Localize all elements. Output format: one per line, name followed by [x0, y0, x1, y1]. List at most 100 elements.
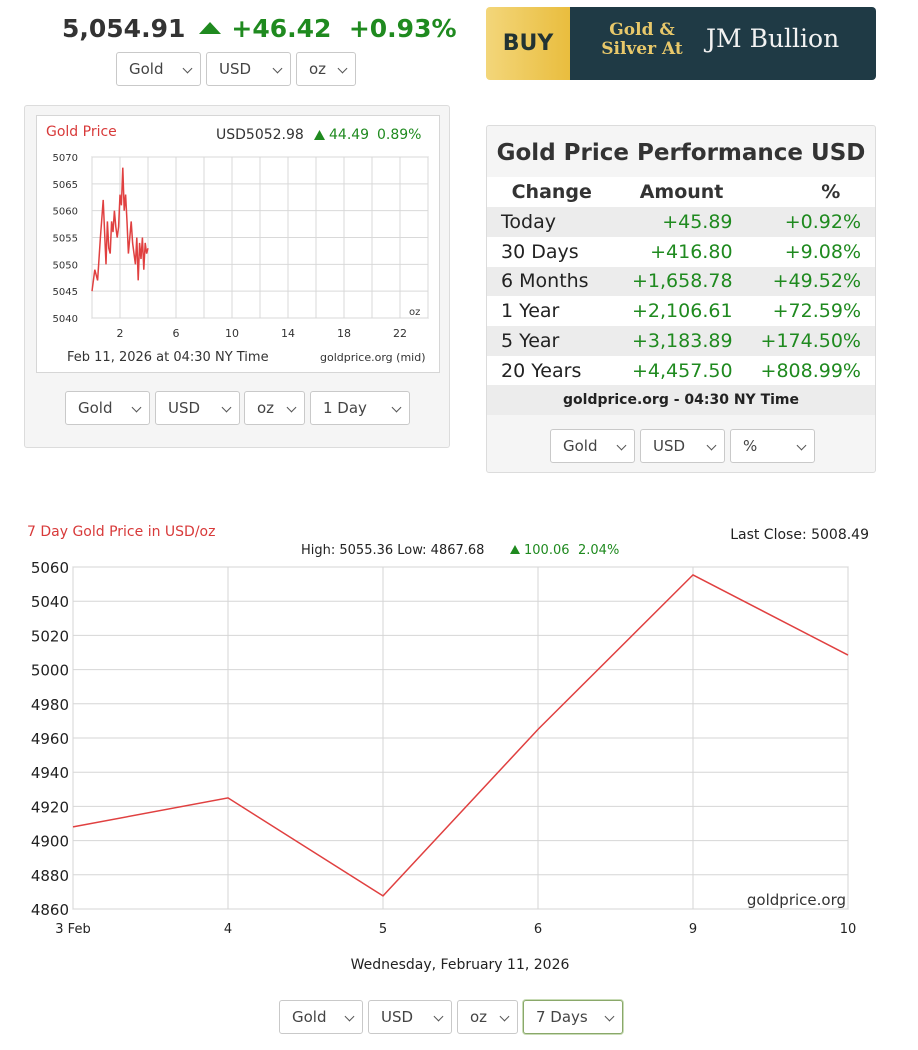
table-row: 1 Year +2,106.61 +72.59%	[487, 296, 875, 327]
big-chart-y-tick-label: 4860	[31, 901, 69, 919]
performance-footer: goldprice.org - 04:30 NY Time	[487, 385, 875, 415]
big-chart-y-tick-label: 5020	[31, 627, 69, 645]
small-chart-x-tick-label: 10	[225, 327, 239, 340]
small-chart-x-tick-label: 22	[393, 327, 407, 340]
performance-title: Gold Price Performance USD	[496, 140, 866, 166]
big-chart-y-tick-label: 5000	[31, 662, 69, 680]
big-chart-grid	[72, 566, 849, 910]
performance-table: Change Amount % Today +45.89 +0.92% 30 Day…	[487, 177, 875, 386]
jm-bullion-logo: JM Bullion	[706, 24, 840, 53]
small-chart-frame	[36, 115, 440, 373]
big-chart-y-ticks: 4860 4880 4900 4920 4940 4960 4980 5000 5020 5040…	[31, 559, 69, 919]
metal-select[interactable]: Gold	[116, 52, 201, 86]
chevron-down-icon	[433, 1011, 444, 1022]
big-chart-currency-select[interactable]: USD	[368, 1000, 452, 1034]
big-chart-range-select[interactable]: 7 Days	[523, 1000, 623, 1034]
big-chart-x-tick-label: 5	[379, 922, 387, 937]
small-chart-y-tick-label: 5070	[53, 153, 78, 164]
small-chart-y-tick-label: 5065	[53, 180, 78, 191]
performance-panel: Gold Price Performance USD Change Amount…	[486, 125, 876, 473]
big-up-arrow-icon	[510, 545, 520, 554]
table-row: 20 Years +4,457.50 +808.99%	[487, 355, 875, 386]
current-price: 5,054.91	[62, 14, 186, 43]
small-chart-change: 44.49	[329, 127, 369, 143]
big-chart-unit-select[interactable]: oz	[457, 1000, 518, 1034]
chevron-down-icon	[796, 440, 807, 451]
small-up-arrow-icon	[314, 130, 325, 140]
small-chart-y-ticks: 5040 5045 5050 5055 5060 5065 5070	[53, 153, 78, 325]
small-chart-x-tick-label: 18	[337, 327, 351, 340]
chevron-down-icon	[131, 402, 142, 413]
big-chart: 7 Day Gold Price in USD/oz Last Close: 5…	[27, 524, 869, 973]
small-chart-metal-select[interactable]: Gold	[65, 391, 150, 425]
small-chart-x-tick-label: 6	[173, 327, 180, 340]
perf-unit-select[interactable]: %	[730, 429, 815, 463]
header-percent: %	[746, 177, 875, 207]
small-chart-x-tick-label: 14	[281, 327, 295, 340]
small-chart-range-select[interactable]: 1 Day	[310, 391, 410, 425]
small-chart-series-line	[91, 167, 149, 292]
table-row: 6 Months +1,658.78 +49.52%	[487, 266, 875, 297]
big-chart-y-tick-label: 4880	[31, 867, 69, 885]
big-chart-title: 7 Day Gold Price in USD/oz	[27, 524, 215, 540]
small-chart-price: USD5052.98	[216, 127, 304, 143]
currency-select[interactable]: USD	[206, 52, 291, 86]
small-chart-y-tick-label: 5055	[53, 234, 78, 245]
small-chart: Gold Price USD5052.98 44.49 0.89% 504050…	[46, 124, 429, 365]
small-chart-title: Gold Price	[46, 124, 117, 140]
ad-tagline: Gold & Silver At	[601, 20, 683, 59]
chevron-down-icon	[272, 63, 283, 74]
table-header-row: Change Amount %	[487, 177, 875, 207]
small-chart-unit: oz	[409, 307, 420, 318]
big-chart-x-ticks: 3 Feb 4 5 6 9 10	[55, 922, 856, 937]
header-amount: Amount	[616, 177, 747, 207]
big-chart-high-low: High: 5055.36 Low: 4867.68	[301, 543, 484, 558]
big-chart-x-tick-label: 6	[534, 922, 542, 937]
big-chart-x-tick-label: 4	[224, 922, 232, 937]
chevron-down-icon	[706, 440, 717, 451]
chevron-down-icon	[604, 1011, 615, 1022]
perf-metal-select[interactable]: Gold	[550, 429, 635, 463]
chevron-down-icon	[616, 440, 627, 451]
big-chart-y-tick-label: 5060	[31, 559, 69, 577]
small-chart-y-tick-label: 5040	[53, 314, 78, 325]
small-chart-x-ticks: 2 6 10 14 18 22	[117, 327, 408, 340]
big-chart-y-tick-label: 4960	[31, 730, 69, 748]
price-change-percent: +0.93%	[348, 14, 457, 43]
small-chart-percent: 0.89%	[377, 127, 421, 143]
big-chart-metal-select[interactable]: Gold	[279, 1000, 363, 1034]
big-chart-series-line	[72, 573, 849, 897]
big-chart-last-close: Last Close: 5008.49	[730, 527, 869, 543]
chevron-down-icon	[221, 402, 232, 413]
big-chart-x-tick-label: 10	[840, 922, 857, 937]
chevron-down-icon	[337, 63, 348, 74]
jm-bullion-ad-banner[interactable]: BUY Gold & Silver At JM Bullion	[486, 7, 876, 80]
chevron-down-icon	[344, 1011, 355, 1022]
price-change: +46.42	[231, 14, 332, 43]
big-chart-watermark: goldprice.org	[747, 891, 846, 909]
small-chart-y-tick-label: 5050	[53, 260, 78, 271]
small-chart-grid	[91, 156, 429, 319]
table-row: 30 Days +416.80 +9.08%	[487, 236, 875, 267]
big-chart-x-tick-label: 9	[689, 922, 697, 937]
big-chart-date: Wednesday, February 11, 2026	[351, 957, 570, 973]
big-chart-y-tick-label: 5040	[31, 593, 69, 611]
table-row: Today +45.89 +0.92%	[487, 207, 875, 237]
header-change: Change	[487, 177, 617, 207]
small-chart-date: Feb 11, 2026 at 04:30 NY Time	[67, 350, 269, 365]
chevron-down-icon	[182, 63, 193, 74]
up-arrow-icon	[199, 22, 222, 34]
chevron-down-icon	[286, 402, 297, 413]
big-chart-x-tick-label: 3 Feb	[55, 922, 90, 937]
small-chart-x-tick-label: 2	[117, 327, 124, 340]
big-chart-change: 100.06	[524, 543, 570, 558]
chevron-down-icon	[391, 402, 402, 413]
small-chart-y-tick-label: 5045	[53, 287, 78, 298]
small-chart-currency-select[interactable]: USD	[155, 391, 240, 425]
big-chart-percent: 2.04%	[578, 543, 619, 558]
buy-label: BUY	[486, 7, 570, 80]
small-chart-y-tick-label: 5060	[53, 207, 78, 218]
small-chart-unit-select[interactable]: oz	[244, 391, 305, 425]
perf-currency-select[interactable]: USD	[640, 429, 725, 463]
unit-select[interactable]: oz	[296, 52, 356, 86]
